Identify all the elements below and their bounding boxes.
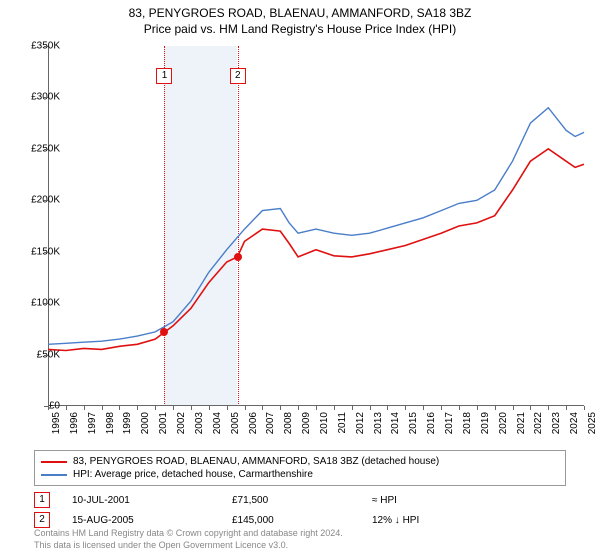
y-tick-label: £50K bbox=[14, 349, 60, 360]
x-tick-label: 2012 bbox=[355, 412, 366, 434]
series-line bbox=[48, 149, 584, 351]
x-tick-label: 2017 bbox=[444, 412, 455, 434]
x-tick-label: 2009 bbox=[301, 412, 312, 434]
event-row-box-2: 2 bbox=[34, 512, 50, 528]
x-tick-label: 1996 bbox=[69, 412, 80, 434]
y-tick-label: £300K bbox=[14, 92, 60, 103]
event-hpi-2: 12% ↓ HPI bbox=[372, 515, 512, 526]
legend-label-1: 83, PENYGROES ROAD, BLAENAU, AMMANFORD, … bbox=[73, 456, 439, 467]
event-row-box-1: 1 bbox=[34, 492, 50, 508]
x-tick-label: 2019 bbox=[480, 412, 491, 434]
x-tick-label: 2010 bbox=[319, 412, 330, 434]
events-row-1: 1 10-JUL-2001 £71,500 ≈ HPI bbox=[34, 490, 566, 510]
chart-svg bbox=[48, 46, 584, 406]
x-tick-label: 2016 bbox=[426, 412, 437, 434]
event-hpi-1: ≈ HPI bbox=[372, 495, 512, 506]
y-tick-label: £200K bbox=[14, 195, 60, 206]
legend-item-1: 83, PENYGROES ROAD, BLAENAU, AMMANFORD, … bbox=[41, 455, 559, 468]
series-line bbox=[48, 108, 584, 345]
x-tick-label: 1998 bbox=[105, 412, 116, 434]
title-block: 83, PENYGROES ROAD, BLAENAU, AMMANFORD, … bbox=[0, 0, 600, 36]
y-tick-label: £150K bbox=[14, 246, 60, 257]
legend-label-2: HPI: Average price, detached house, Carm… bbox=[73, 469, 313, 480]
x-tick-label: 2025 bbox=[587, 412, 598, 434]
x-tick-label: 2003 bbox=[194, 412, 205, 434]
legend-swatch-1 bbox=[41, 461, 67, 463]
event-price-2: £145,000 bbox=[232, 515, 372, 526]
x-tick-label: 2021 bbox=[516, 412, 527, 434]
legend: 83, PENYGROES ROAD, BLAENAU, AMMANFORD, … bbox=[34, 450, 566, 486]
marker-2 bbox=[234, 253, 242, 261]
title-line2: Price paid vs. HM Land Registry's House … bbox=[0, 22, 600, 36]
footer-line2: This data is licensed under the Open Gov… bbox=[34, 540, 566, 552]
x-tick-label: 2024 bbox=[569, 412, 580, 434]
x-tick-label: 2018 bbox=[462, 412, 473, 434]
x-tick-label: 2007 bbox=[265, 412, 276, 434]
x-tick-label: 2015 bbox=[408, 412, 419, 434]
event-price-1: £71,500 bbox=[232, 495, 372, 506]
x-tick-label: 1999 bbox=[122, 412, 133, 434]
chart-container: 83, PENYGROES ROAD, BLAENAU, AMMANFORD, … bbox=[0, 0, 600, 560]
legend-swatch-2 bbox=[41, 474, 67, 476]
footer: Contains HM Land Registry data © Crown c… bbox=[34, 528, 566, 551]
x-tick-label: 2002 bbox=[176, 412, 187, 434]
x-tick-label: 2020 bbox=[498, 412, 509, 434]
x-tick-label: 2013 bbox=[373, 412, 384, 434]
y-tick-label: £350K bbox=[14, 41, 60, 52]
events-table: 1 10-JUL-2001 £71,500 ≈ HPI 2 15-AUG-200… bbox=[34, 490, 566, 530]
title-line1: 83, PENYGROES ROAD, BLAENAU, AMMANFORD, … bbox=[0, 6, 600, 20]
legend-item-2: HPI: Average price, detached house, Carm… bbox=[41, 468, 559, 481]
x-tick-label: 2011 bbox=[337, 412, 348, 434]
x-tick-label: 1997 bbox=[87, 412, 98, 434]
footer-line1: Contains HM Land Registry data © Crown c… bbox=[34, 528, 566, 540]
x-tick-label: 2008 bbox=[283, 412, 294, 434]
x-tick-label: 2023 bbox=[551, 412, 562, 434]
x-tick-label: 2000 bbox=[140, 412, 151, 434]
x-tick-label: 2014 bbox=[390, 412, 401, 434]
y-tick-label: £100K bbox=[14, 298, 60, 309]
x-tick-label: 1995 bbox=[51, 412, 62, 434]
y-tick-label: £250K bbox=[14, 143, 60, 154]
event-date-2: 15-AUG-2005 bbox=[72, 515, 232, 526]
x-tick-label: 2005 bbox=[230, 412, 241, 434]
event-date-1: 10-JUL-2001 bbox=[72, 495, 232, 506]
y-tick-label: £0 bbox=[14, 401, 60, 412]
x-tick-label: 2022 bbox=[533, 412, 544, 434]
x-tick-label: 2006 bbox=[248, 412, 259, 434]
marker-1 bbox=[160, 328, 168, 336]
events-row-2: 2 15-AUG-2005 £145,000 12% ↓ HPI bbox=[34, 510, 566, 530]
x-tick-label: 2004 bbox=[212, 412, 223, 434]
x-tick-label: 2001 bbox=[158, 412, 169, 434]
